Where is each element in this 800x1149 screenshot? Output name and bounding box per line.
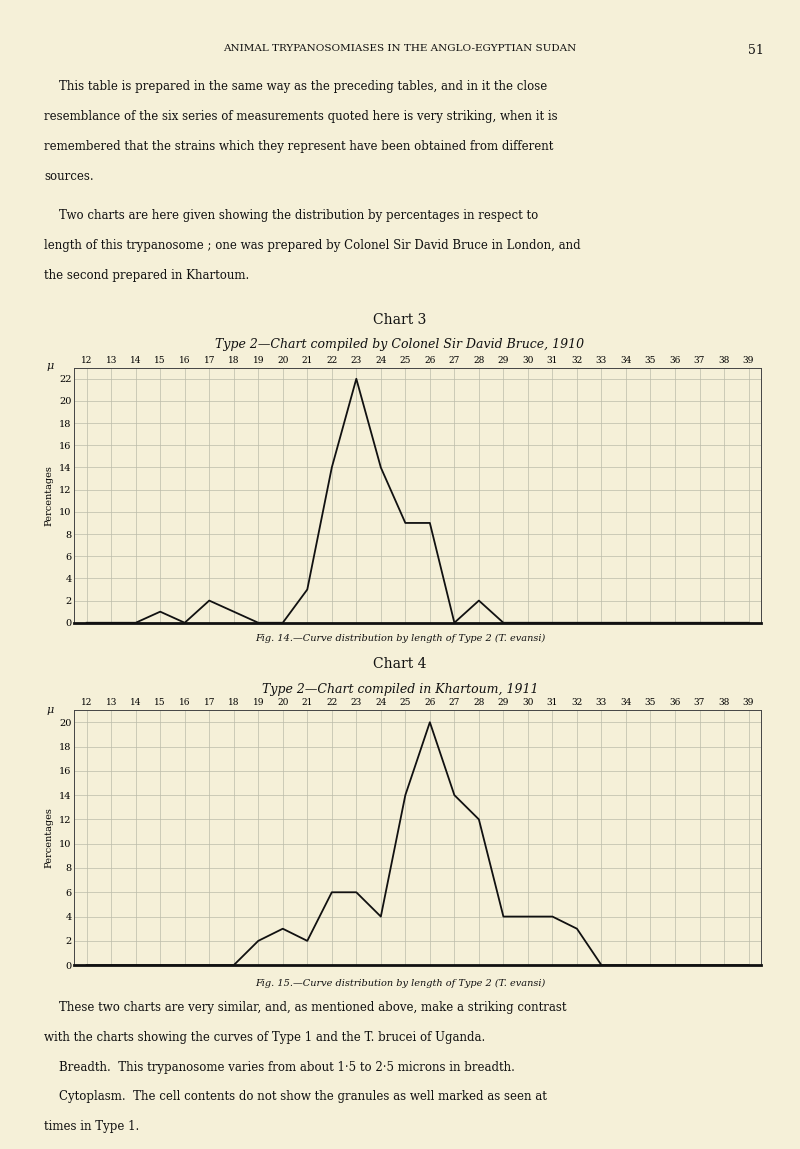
Text: Breadth.  This trypanosome varies from about 1·5 to 2·5 microns in breadth.: Breadth. This trypanosome varies from ab… (44, 1061, 515, 1073)
Text: resemblance of the six series of measurements quoted here is very striking, when: resemblance of the six series of measure… (44, 110, 558, 123)
Text: Fig. 15.—Curve distribution by length of Type 2 (T. evansi): Fig. 15.—Curve distribution by length of… (255, 979, 545, 988)
Text: μ: μ (46, 361, 54, 371)
Text: length of this trypanosome ; one was prepared by Colonel Sir David Bruce in Lond: length of this trypanosome ; one was pre… (44, 239, 581, 252)
Text: ANIMAL TRYPANOSOMIASES IN THE ANGLO-EGYPTIAN SUDAN: ANIMAL TRYPANOSOMIASES IN THE ANGLO-EGYP… (223, 44, 577, 53)
Text: with the charts showing the curves of Type 1 and the T. brucei of Uganda.: with the charts showing the curves of Ty… (44, 1031, 486, 1043)
Text: μ: μ (46, 705, 54, 716)
Text: Type 2—Chart compiled in Khartoum, 1911: Type 2—Chart compiled in Khartoum, 1911 (262, 683, 538, 695)
Text: Two charts are here given showing the distribution by percentages in respect to: Two charts are here given showing the di… (44, 209, 538, 222)
Text: 51: 51 (748, 44, 764, 56)
Text: This table is prepared in the same way as the preceding tables, and in it the cl: This table is prepared in the same way a… (44, 80, 547, 93)
Text: Chart 3: Chart 3 (374, 313, 426, 326)
Y-axis label: Percentages: Percentages (45, 465, 54, 525)
Text: Cytoplasm.  The cell contents do not show the granules as well marked as seen at: Cytoplasm. The cell contents do not show… (44, 1090, 547, 1103)
Text: Chart 4: Chart 4 (374, 657, 426, 671)
Y-axis label: Percentages: Percentages (45, 808, 54, 867)
Text: sources.: sources. (44, 170, 94, 183)
Text: Type 2—Chart compiled by Colonel Sir David Bruce, 1910: Type 2—Chart compiled by Colonel Sir Dav… (215, 338, 585, 350)
Text: These two charts are very similar, and, as mentioned above, make a striking cont: These two charts are very similar, and, … (44, 1001, 566, 1013)
Text: the second prepared in Khartoum.: the second prepared in Khartoum. (44, 269, 250, 282)
Text: times in Type 1.: times in Type 1. (44, 1120, 139, 1133)
Text: Fig. 14.—Curve distribution by length of Type 2 (T. evansi): Fig. 14.—Curve distribution by length of… (255, 634, 545, 643)
Text: remembered that the strains which they represent have been obtained from differe: remembered that the strains which they r… (44, 140, 554, 153)
